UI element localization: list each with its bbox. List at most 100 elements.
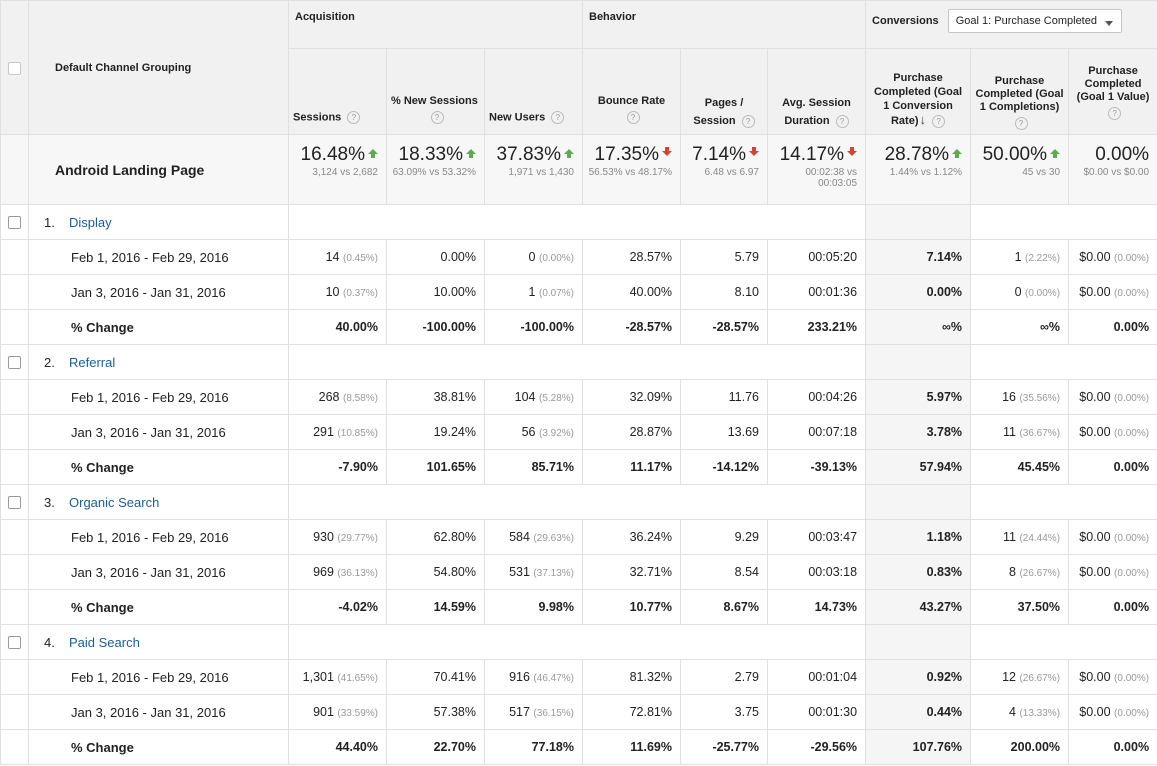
cell-new-sessions: -100.00% — [386, 309, 485, 345]
cell-value: 0.44% — [926, 705, 963, 719]
cell-new-sessions: 19.24% — [386, 414, 485, 450]
channel-spacer — [970, 484, 1157, 520]
help-icon[interactable]: ? — [430, 110, 444, 124]
cell-avg-session-duration: 00:01:36 — [766, 274, 867, 310]
cell-value: 233.21% — [807, 320, 858, 334]
cell-bounce-rate: 11.69% — [582, 729, 681, 765]
cell-percent: (46.47%) — [533, 673, 574, 684]
metric-header-bounce-rate[interactable]: Bounce Rate? — [582, 48, 681, 135]
cell-bounce-rate: 28.57% — [582, 239, 681, 275]
help-icon[interactable]: ? — [1108, 107, 1122, 120]
select-all-checkbox[interactable] — [8, 61, 21, 75]
cell-value: 531 — [509, 565, 530, 579]
dimension-header[interactable]: Default Channel Grouping — [28, 0, 289, 135]
summary-compare: 1.44% vs 1.12% — [889, 167, 963, 178]
row-spacer — [0, 309, 29, 345]
metric-header-new-sessions[interactable]: % New Sessions? — [386, 48, 485, 135]
cell-value: 10 — [325, 285, 340, 299]
help-icon[interactable]: ? — [741, 114, 755, 128]
channel-link[interactable]: Referral — [69, 354, 116, 370]
help-icon[interactable]: ? — [932, 114, 946, 128]
cell-value: 2.79 — [734, 670, 759, 684]
row-spacer — [0, 729, 29, 765]
channel-index: 4. — [44, 634, 55, 650]
help-icon[interactable]: ? — [835, 114, 849, 128]
cell-value: 0 — [528, 250, 536, 264]
summary-value: 0.00% — [1095, 144, 1150, 165]
cell-value: 16 — [1002, 390, 1016, 404]
cell-bounce-rate: 40.00% — [582, 274, 681, 310]
cell-sessions: 44.40% — [288, 729, 387, 765]
row-spacer — [0, 589, 29, 625]
metric-header-avg-session-duration[interactable]: Avg. Session Duration ? — [766, 48, 867, 135]
cell-value: 0.00% — [926, 285, 963, 299]
cell-value: ∞% — [1040, 320, 1061, 334]
sort-arrow-down-icon[interactable]: ↓ — [919, 112, 927, 127]
cell-value: 77.18% — [531, 740, 574, 754]
metric-header-goal-conversion-rate[interactable]: Purchase Completed (Goal 1 Conversion Ra… — [865, 48, 972, 135]
metric-header-goal-completions[interactable]: Purchase Completed (Goal 1 Completions)? — [970, 48, 1070, 135]
cell-percent: (0.37%) — [342, 288, 378, 299]
change-row: % Change -7.90% 101.65% 85.71% 11.17% -14.12%… — [0, 449, 1157, 485]
cell-pages-session: 9.29 — [680, 519, 768, 555]
channel-link[interactable]: Display — [69, 214, 112, 230]
cell-new-sessions: 14.59% — [386, 589, 485, 625]
segment-label: Android Landing Page — [28, 134, 289, 205]
cell-percent: (0.00%) — [1114, 253, 1150, 264]
cell-pages-session: 11.76 — [680, 379, 768, 415]
cell-value: 19.24% — [433, 425, 476, 439]
cell-value: 0.00% — [1113, 320, 1150, 334]
cell-value: 44.40% — [335, 740, 378, 754]
cell-value: 00:04:26 — [808, 390, 858, 404]
row-checkbox[interactable] — [8, 496, 21, 510]
cell-value: 4 — [1009, 705, 1016, 719]
help-icon[interactable]: ? — [626, 111, 640, 124]
channel-link[interactable]: Paid Search — [69, 634, 140, 650]
date-range-row: Feb 1, 2016 - Feb 29, 2016 930 (29.77%) 62… — [0, 519, 1157, 555]
change-row: % Change 40.00% -100.00% -100.00% -28.57% -28… — [0, 309, 1157, 345]
cell-value: $0.00 — [1079, 285, 1111, 299]
cell-pages-session: 5.79 — [680, 239, 768, 275]
cell-goal-value: 0.00% — [1068, 449, 1157, 485]
cell-goal-value: $0.00 (0.00%) — [1068, 519, 1157, 555]
cell-value: $0.00 — [1079, 250, 1111, 264]
row-checkbox[interactable] — [8, 216, 21, 230]
cell-goal-conversion-rate: 0.44% — [865, 694, 972, 730]
cell-goal-conversion-rate: 7.14% — [865, 239, 972, 275]
help-icon[interactable]: ? — [551, 110, 565, 124]
row-checkbox[interactable] — [8, 356, 21, 370]
metric-header-sessions[interactable]: Sessions ? — [288, 48, 387, 135]
channel-link[interactable]: Organic Search — [69, 494, 160, 510]
cell-pages-session: -28.57% — [680, 309, 768, 345]
channel-label: 2. Referral — [28, 344, 289, 380]
channel-spacer — [970, 344, 1157, 380]
summary-compare: 3,124 vs 2,682 — [312, 167, 378, 178]
channel-spacer — [287, 624, 867, 660]
row-checkbox[interactable] — [8, 636, 21, 650]
group-acquisition: Acquisition — [288, 0, 583, 49]
help-icon[interactable]: ? — [347, 110, 361, 124]
trend-down-icon — [749, 147, 759, 157]
cell-value: 584 — [509, 530, 530, 544]
cell-goal-completions: 8 (26.67%) — [970, 554, 1070, 590]
cell-value: 291 — [313, 425, 334, 439]
channel-index: 1. — [44, 214, 55, 230]
summary-cell: 50.00% 45 vs 30 — [970, 134, 1070, 205]
metric-header-new-users[interactable]: New Users ? — [484, 48, 583, 135]
cell-value: 11.76 — [728, 390, 759, 404]
cell-value: 54.80% — [433, 565, 476, 579]
cell-new-users: 77.18% — [484, 729, 583, 765]
group-behavior: Behavior — [581, 0, 867, 49]
cell-value: 268 — [318, 390, 340, 404]
summary-value: 50.00% — [982, 144, 1048, 165]
cell-new-users: 56 (3.92%) — [484, 414, 583, 450]
metric-header-goal-value[interactable]: Purchase Completed (Goal 1 Value)? — [1068, 48, 1157, 135]
cell-value: -4.02% — [338, 600, 378, 614]
metric-header-pages-session[interactable]: Pages / Session ? — [680, 48, 768, 135]
cell-sessions: 969 (36.13%) — [288, 554, 387, 590]
row-checkbox-cell — [0, 484, 29, 520]
help-icon[interactable]: ? — [1014, 117, 1028, 130]
cell-value: 901 — [313, 705, 334, 719]
cell-value: 72.81% — [629, 705, 672, 719]
goal-dropdown[interactable]: Goal 1: Purchase Completed — [947, 9, 1122, 33]
